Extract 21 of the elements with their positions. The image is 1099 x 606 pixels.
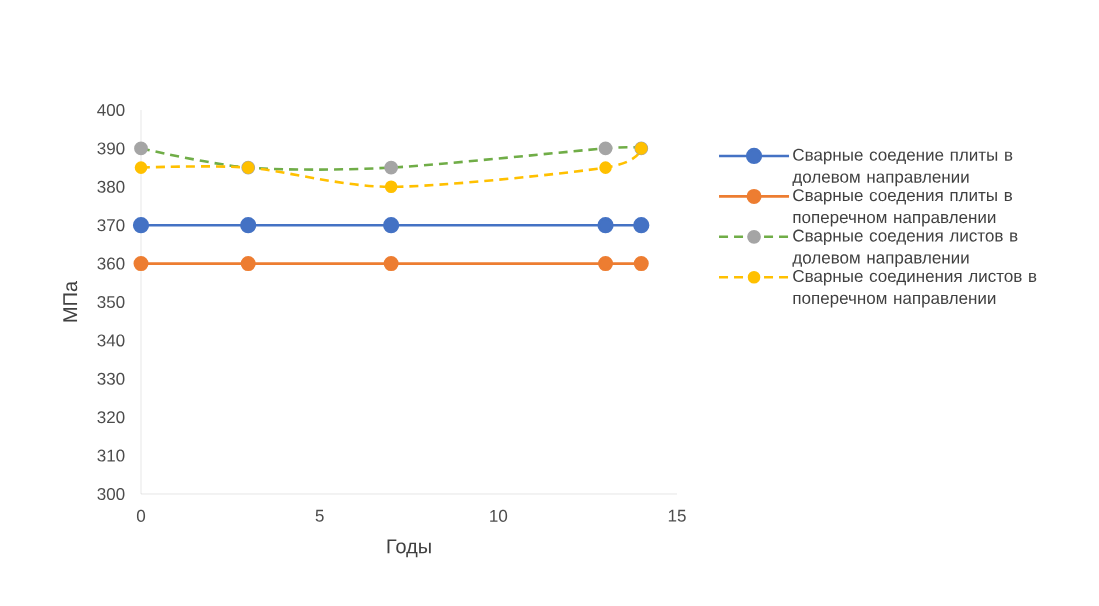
y-tick-label: 390 [97, 142, 125, 155]
y-tick-label: 370 [97, 219, 125, 232]
y-tick-label: 360 [97, 257, 125, 270]
x-tick-label: 10 [490, 509, 508, 522]
y-tick-label: 300 [97, 487, 125, 501]
y-axis-title: МПа [63, 280, 78, 322]
y-tick-label: 310 [97, 449, 125, 462]
x-axis-title: Годы [387, 539, 431, 558]
x-tick-label: 0 [136, 509, 146, 522]
x-tick-label: 5 [315, 509, 324, 522]
y-tick-label: 380 [97, 180, 125, 193]
y-tick-label: 350 [97, 295, 125, 309]
legend-label: Сварные соединения листов в поперечном направлении [793, 270, 1037, 308]
legend-label: Сварные соедения плиты в поперечном направлении [793, 189, 1013, 227]
y-tick-label: 400 [97, 103, 125, 117]
y-tick-label: 330 [97, 372, 125, 385]
x-tick-label: 15 [668, 509, 686, 522]
legend-label: Сварные соедение плиты в долевом направлении [792, 148, 1013, 187]
legend-label: Сварные соедения листов в долевом направлении [792, 229, 1018, 267]
y-tick-label: 320 [97, 411, 125, 424]
y-tick-label: 340 [97, 334, 125, 347]
